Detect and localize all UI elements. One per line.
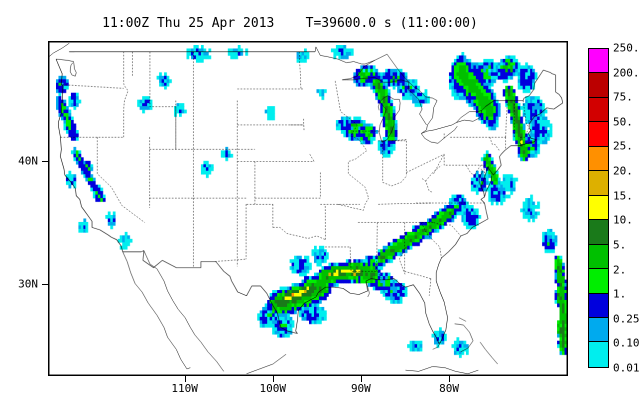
x-tick-mark (272, 376, 274, 382)
colorbar-band (589, 269, 608, 294)
colorbar-band (589, 73, 608, 98)
colorbar (588, 48, 609, 368)
page-title: 11:00Z Thu 25 Apr 2013 T=39600.0 s (11:0… (102, 16, 478, 31)
colorbar-tick-label: 1. (613, 287, 627, 301)
x-tick-mark (360, 376, 362, 382)
x-tick-mark (449, 376, 451, 382)
colorbar-band (589, 220, 608, 245)
y-tick-mark (42, 161, 48, 163)
x-axis-label: 90W (350, 382, 371, 395)
colorbar-tick-label: 0.01 (613, 361, 640, 375)
colorbar-band (589, 122, 608, 147)
y-axis-label: 40N (18, 154, 38, 168)
colorbar-tick-label: 75. (613, 90, 633, 104)
colorbar-band (589, 49, 608, 74)
x-axis-label: 100W (259, 382, 286, 395)
colorbar-tick-label: 20. (613, 164, 633, 178)
colorbar-tick-label: 50. (613, 115, 633, 129)
colorbar-tick-label: 200. (613, 66, 640, 80)
colorbar-band (589, 293, 608, 318)
colorbar-band (589, 146, 608, 172)
precipitation-map (49, 42, 567, 375)
x-axis-label: 110W (171, 382, 198, 395)
colorbar-tick-label: 250. (613, 41, 640, 55)
y-axis-label: 30N (18, 277, 38, 291)
colorbar-band (589, 195, 608, 221)
colorbar-tick-label: 10. (613, 213, 633, 227)
colorbar-tick-label: 5. (613, 238, 627, 252)
x-tick-mark (184, 376, 186, 382)
y-tick-mark (42, 283, 48, 285)
colorbar-tick-label: 25. (613, 139, 633, 153)
colorbar-band (589, 171, 608, 196)
colorbar-tick-label: 0.25 (613, 312, 640, 326)
colorbar-band (589, 244, 608, 270)
x-axis-label: 80W (439, 382, 459, 395)
colorbar-tick-label: 0.10 (613, 336, 640, 350)
colorbar-band (589, 342, 608, 367)
colorbar-tick-label: 2. (613, 263, 627, 277)
colorbar-band (589, 97, 608, 123)
map-plot-area (48, 41, 568, 376)
colorbar-tick-label: 15. (613, 189, 633, 203)
colorbar-band (589, 317, 608, 343)
